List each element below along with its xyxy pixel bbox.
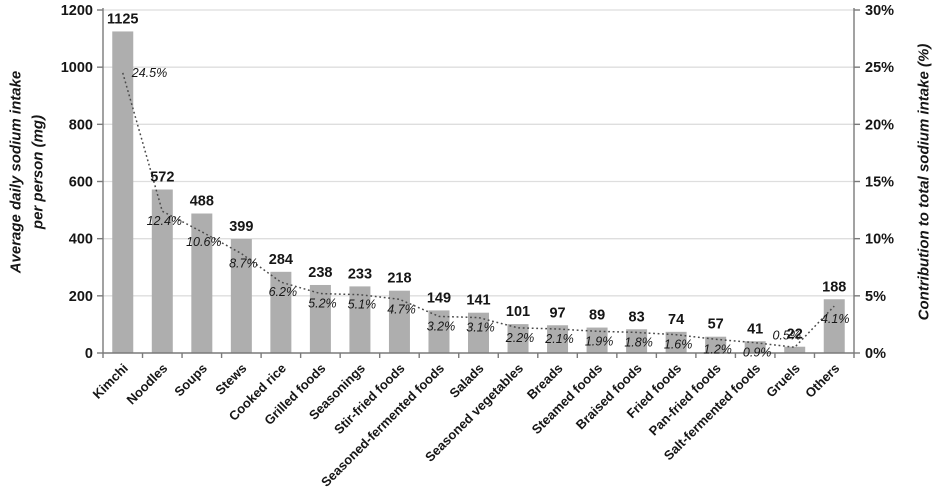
bar-others <box>823 299 845 353</box>
bar-value-label: 89 <box>589 308 605 324</box>
bar-noodles <box>151 189 173 353</box>
bar-seasoned-fermented-foods <box>428 310 450 353</box>
left-axis-title-line1: Average daily sodium intake <box>7 70 24 274</box>
bar-value-label: 41 <box>747 321 763 337</box>
left-axis-tick-label: 1000 <box>61 60 93 76</box>
pct-label: 12.4% <box>147 214 182 228</box>
pct-label: 0.9% <box>743 346 772 360</box>
right-axis-tick-label: 15% <box>865 175 894 191</box>
pct-label: 3.2% <box>427 319 456 333</box>
bar-value-label: 188 <box>822 279 846 295</box>
right-axis-tick-label: 30% <box>865 3 894 19</box>
category-label-noodles: Noodles <box>124 361 171 408</box>
bar-value-label: 97 <box>549 305 565 321</box>
category-label-soups: Soups <box>171 361 210 400</box>
bar-value-label: 22 <box>787 327 803 343</box>
pct-label: 8.7% <box>229 257 258 271</box>
right-axis-tick-label: 10% <box>865 232 894 248</box>
left-axis-tick-label: 0 <box>85 346 93 362</box>
bar-value-label: 488 <box>190 194 214 210</box>
left-axis-tick-label: 800 <box>69 117 93 133</box>
bar-value-label: 57 <box>708 317 724 333</box>
left-axis-tick-label: 400 <box>69 232 93 248</box>
right-axis-tick-label: 20% <box>865 117 894 133</box>
bar-seasonings <box>349 286 371 353</box>
left-axis-tick-label: 200 <box>69 289 93 305</box>
bar-value-label: 83 <box>629 309 645 325</box>
category-label-steamed-foods: Steamed foods <box>529 361 606 438</box>
pct-label: 6.2% <box>269 285 298 299</box>
bar-stir-fried-foods <box>388 290 410 353</box>
pct-label: 1.2% <box>703 342 732 356</box>
bar-value-label: 1125 <box>107 11 138 27</box>
bar-pan-fried-foods <box>705 336 727 353</box>
bar-steamed-foods <box>586 327 608 353</box>
left-axis-title-line2: per person (mg) <box>29 114 46 230</box>
right-axis-tick-label: 5% <box>865 289 886 305</box>
right-axis-title: Contribution to total sodium intake (%) <box>915 43 932 321</box>
bar-gruels <box>784 346 806 353</box>
right-axis-tick-label: 0% <box>865 346 886 362</box>
pct-label: 4.7% <box>387 302 416 316</box>
bar-stews <box>230 238 252 353</box>
bar-value-label: 74 <box>668 312 684 328</box>
category-label-pan-fried-foods: Pan-fried foods <box>646 361 724 439</box>
bar-value-label: 101 <box>506 304 530 320</box>
bar-breads <box>547 325 569 353</box>
bar-value-label: 284 <box>269 252 293 268</box>
pct-label: 1.8% <box>624 335 653 349</box>
right-axis-tick-label: 25% <box>865 60 894 76</box>
bar-value-label: 399 <box>229 219 253 235</box>
bar-fried-foods <box>665 331 687 353</box>
bar-salt-fermented-foods <box>744 341 766 353</box>
category-label-stews: Stews <box>212 361 249 398</box>
bar-value-label: 218 <box>387 271 411 287</box>
pct-label: 24.5% <box>131 66 167 80</box>
pct-label: 2.1% <box>544 332 574 346</box>
bar-braised-foods <box>626 329 648 353</box>
bar-seasoned-vegetables <box>507 324 529 353</box>
category-label-others: Others <box>802 361 842 401</box>
bar-value-label: 149 <box>427 290 451 306</box>
pct-label: 1.6% <box>664 338 693 352</box>
pct-label: 10.6% <box>186 235 221 249</box>
bar-salads <box>468 312 489 353</box>
pct-label: 5.2% <box>308 297 337 311</box>
bar-cooked-rice <box>270 271 292 353</box>
bar-value-label: 233 <box>348 266 372 282</box>
bar-value-label: 141 <box>466 293 490 309</box>
pct-label: 0.5% <box>772 328 801 342</box>
left-axis-tick-label: 1200 <box>61 3 93 19</box>
bar-grilled-foods <box>309 284 331 353</box>
bar-soups <box>191 213 213 353</box>
bar-kimchi <box>112 31 134 353</box>
pct-label: 3.1% <box>466 321 495 335</box>
category-label-gruels: Gruels <box>763 361 803 401</box>
pct-label: 5.1% <box>348 298 377 312</box>
left-axis-tick-label: 600 <box>69 175 93 191</box>
pct-label: 2.2% <box>505 331 535 345</box>
pct-label: 1.9% <box>585 334 614 348</box>
category-label-stir-fried-foods: Stir-fried foods <box>331 361 407 437</box>
bar-value-label: 238 <box>308 265 332 281</box>
bar-value-label: 572 <box>150 170 174 186</box>
pct-label: 4.1% <box>821 312 850 326</box>
